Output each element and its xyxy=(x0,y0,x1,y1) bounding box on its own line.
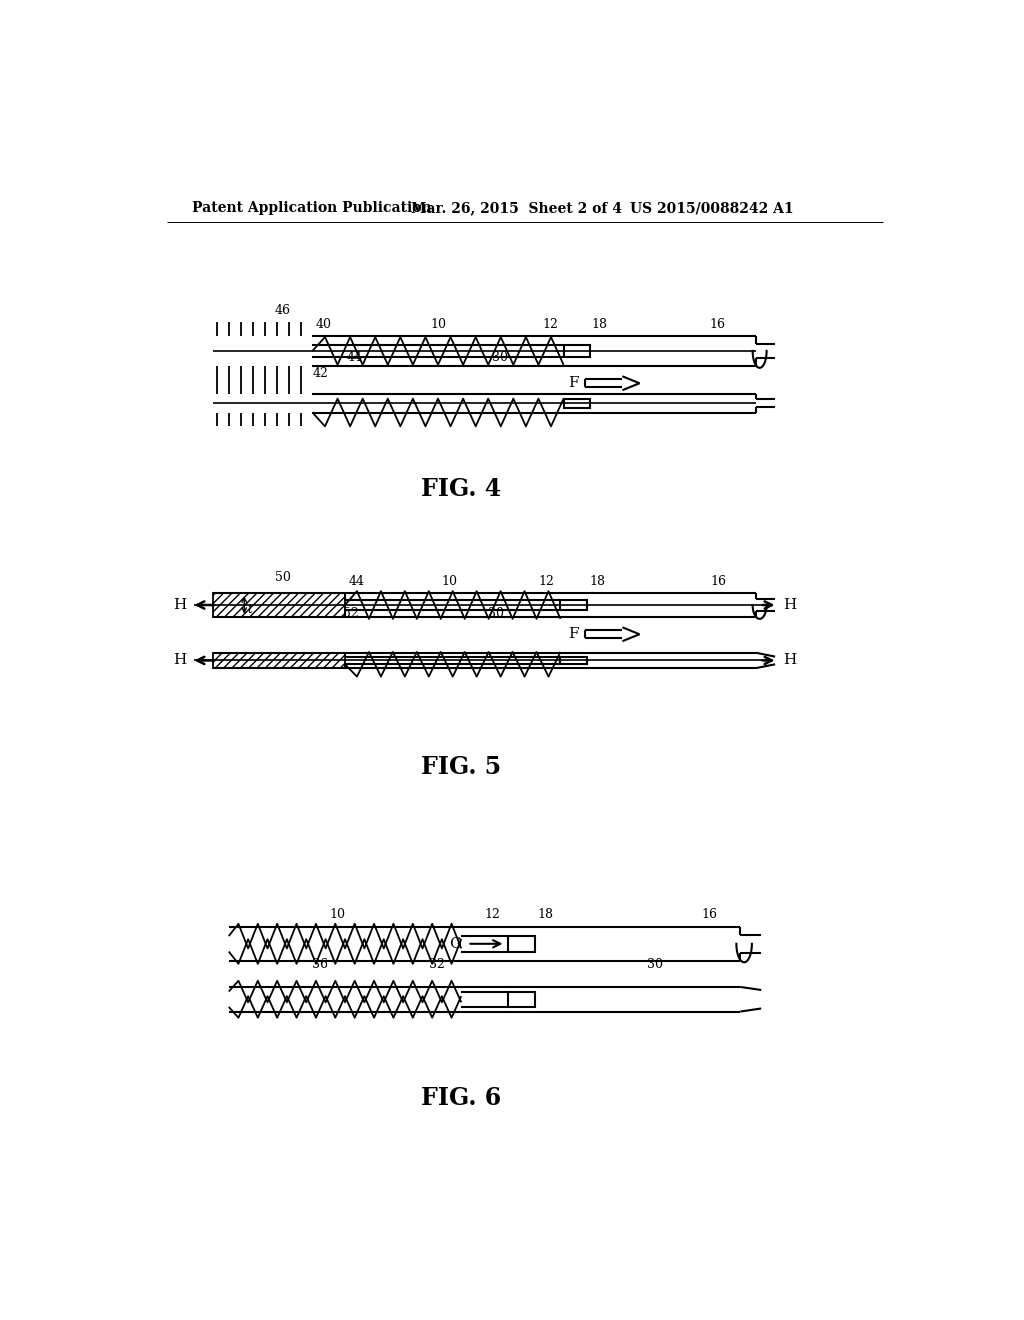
Text: H: H xyxy=(173,598,186,612)
Text: 10: 10 xyxy=(441,576,458,587)
Text: 46: 46 xyxy=(275,304,291,317)
Text: 10: 10 xyxy=(430,318,446,331)
Text: t: t xyxy=(248,603,252,616)
Text: 12: 12 xyxy=(484,908,500,920)
Text: 12: 12 xyxy=(539,576,554,587)
Text: 30: 30 xyxy=(647,958,663,972)
Text: 44: 44 xyxy=(346,351,362,364)
Bar xyxy=(508,936,535,952)
Bar xyxy=(228,936,461,952)
Bar xyxy=(213,653,345,668)
Text: 42: 42 xyxy=(312,367,328,380)
Text: 12: 12 xyxy=(543,318,558,331)
Text: H: H xyxy=(783,598,796,612)
Text: 44: 44 xyxy=(349,576,365,587)
Text: H: H xyxy=(173,653,186,668)
Text: FIG. 5: FIG. 5 xyxy=(421,755,502,779)
Text: F: F xyxy=(568,627,579,642)
Bar xyxy=(228,991,461,1007)
Bar xyxy=(563,345,590,358)
Text: G: G xyxy=(449,937,461,950)
Bar xyxy=(560,656,587,664)
Text: Patent Application Publication: Patent Application Publication xyxy=(191,202,431,215)
Text: 30: 30 xyxy=(492,351,508,364)
Text: 30: 30 xyxy=(488,607,504,619)
Text: US 2015/0088242 A1: US 2015/0088242 A1 xyxy=(630,202,794,215)
Bar xyxy=(560,599,587,610)
Bar xyxy=(213,593,345,618)
Text: 18: 18 xyxy=(589,576,605,587)
Text: 10: 10 xyxy=(330,908,345,920)
Text: 40: 40 xyxy=(315,318,332,331)
Text: F: F xyxy=(568,376,579,391)
Text: 16: 16 xyxy=(711,576,727,587)
Text: 16: 16 xyxy=(709,318,725,331)
Text: 36: 36 xyxy=(312,958,329,972)
Text: FIG. 4: FIG. 4 xyxy=(421,478,502,502)
Text: 32: 32 xyxy=(428,958,444,972)
Text: Mar. 26, 2015  Sheet 2 of 4: Mar. 26, 2015 Sheet 2 of 4 xyxy=(411,202,622,215)
Text: FIG. 6: FIG. 6 xyxy=(421,1086,502,1110)
Text: 18: 18 xyxy=(538,908,553,920)
Text: 52: 52 xyxy=(343,607,359,619)
Bar xyxy=(508,991,535,1007)
Bar xyxy=(563,399,590,408)
Text: 16: 16 xyxy=(701,908,717,920)
Text: 18: 18 xyxy=(592,318,607,331)
Text: 50: 50 xyxy=(275,572,291,585)
Text: H: H xyxy=(783,653,796,668)
